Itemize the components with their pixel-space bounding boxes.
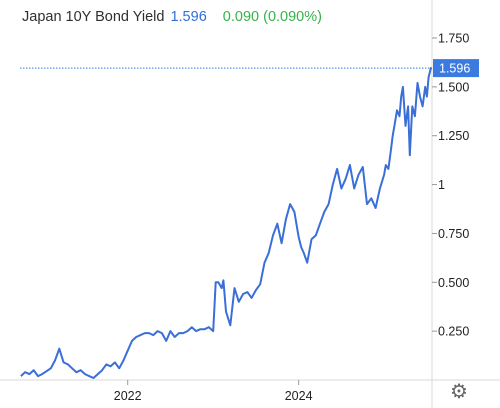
price-change: 0.090 (0.090%) xyxy=(222,9,322,25)
y-tick-label: 1 xyxy=(438,178,445,192)
last-value-label-bg xyxy=(433,59,479,78)
x-tick-label: 2022 xyxy=(114,389,142,403)
x-tick-label: 2024 xyxy=(285,389,313,403)
gear-icon[interactable]: ⚙ xyxy=(450,381,468,403)
y-tick-label: 0.750 xyxy=(438,227,469,241)
current-price: 1.596 xyxy=(170,9,207,25)
last-value-label: 1.596 xyxy=(439,62,470,76)
y-tick-label: 1.250 xyxy=(438,129,469,143)
chart-header: Japan 10Y Bond Yield 1.596 0.090 (0.090%… xyxy=(22,9,322,25)
yield-series-line xyxy=(20,67,433,379)
y-tick-label: 1.750 xyxy=(438,32,469,46)
y-tick-label: 1.500 xyxy=(438,80,469,94)
y-tick-label: 0.500 xyxy=(438,276,469,290)
chart-title: Japan 10Y Bond Yield xyxy=(22,9,165,25)
y-tick-label: 0.250 xyxy=(438,325,469,339)
